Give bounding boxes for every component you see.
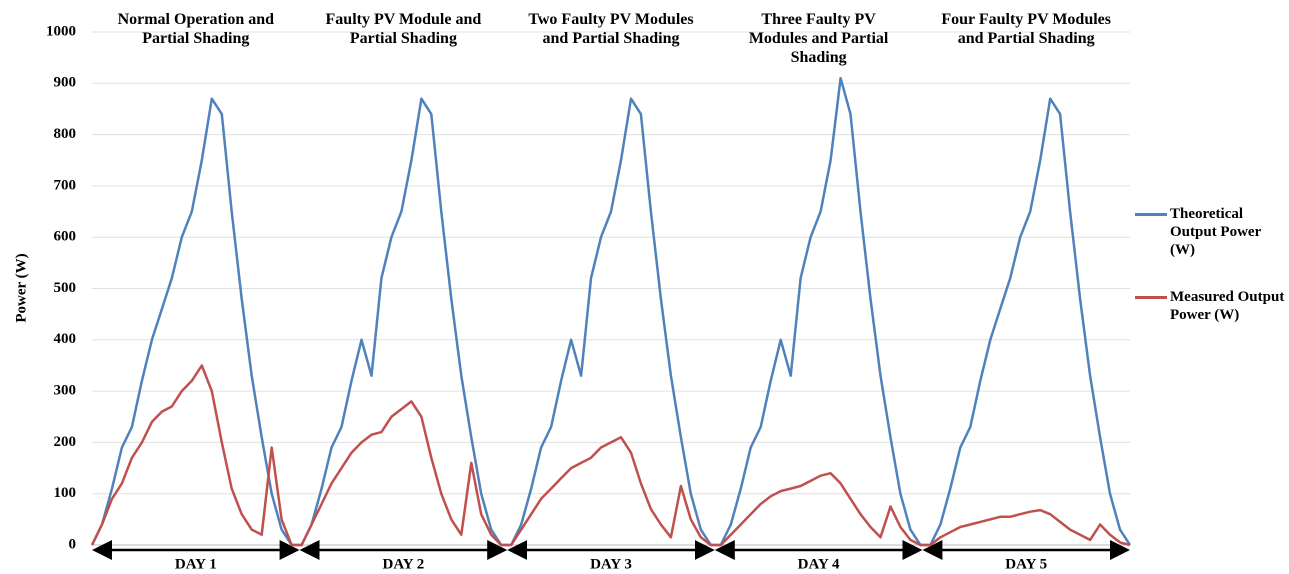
- y-tick-label: 1000: [46, 23, 76, 39]
- y-tick-label: 500: [54, 280, 77, 296]
- y-tick-label: 0: [69, 536, 77, 552]
- day-label: DAY 1: [175, 556, 217, 572]
- y-axis-label: Power (W): [13, 253, 29, 322]
- y-tick-label: 400: [54, 331, 77, 347]
- y-tick-label: 600: [54, 229, 77, 245]
- legend-label: Theoretical Output Power (W): [1170, 206, 1261, 258]
- day-label: DAY 3: [590, 556, 632, 572]
- day-label: DAY 5: [1005, 556, 1047, 572]
- panel-title: Three Faulty PV Modules and Partial Shad…: [748, 11, 889, 66]
- y-tick-label: 100: [54, 485, 77, 501]
- legend-swatch: [1135, 296, 1167, 299]
- panel-title: Two Faulty PV Modules and Partial Shadin…: [528, 11, 694, 47]
- y-tick-label: 900: [54, 75, 77, 91]
- legend-label: Measured Output Power (W): [1170, 289, 1285, 323]
- panel-title: Normal Operation and Partial Shading: [117, 11, 275, 47]
- series-line: [90, 364, 1131, 547]
- legend-swatch: [1135, 213, 1167, 216]
- y-tick-label: 300: [54, 383, 77, 399]
- day-label: DAY 4: [798, 556, 840, 572]
- y-tick-label: 200: [54, 434, 77, 450]
- y-tick-label: 700: [54, 177, 77, 193]
- panel-title: Faulty PV Module and Partial Shading: [325, 11, 482, 47]
- day-label: DAY 2: [382, 556, 424, 572]
- panel-title: Four Faulty PV Modules and Partial Shadi…: [941, 11, 1111, 47]
- y-tick-label: 800: [54, 126, 77, 142]
- series-line: [90, 76, 1132, 547]
